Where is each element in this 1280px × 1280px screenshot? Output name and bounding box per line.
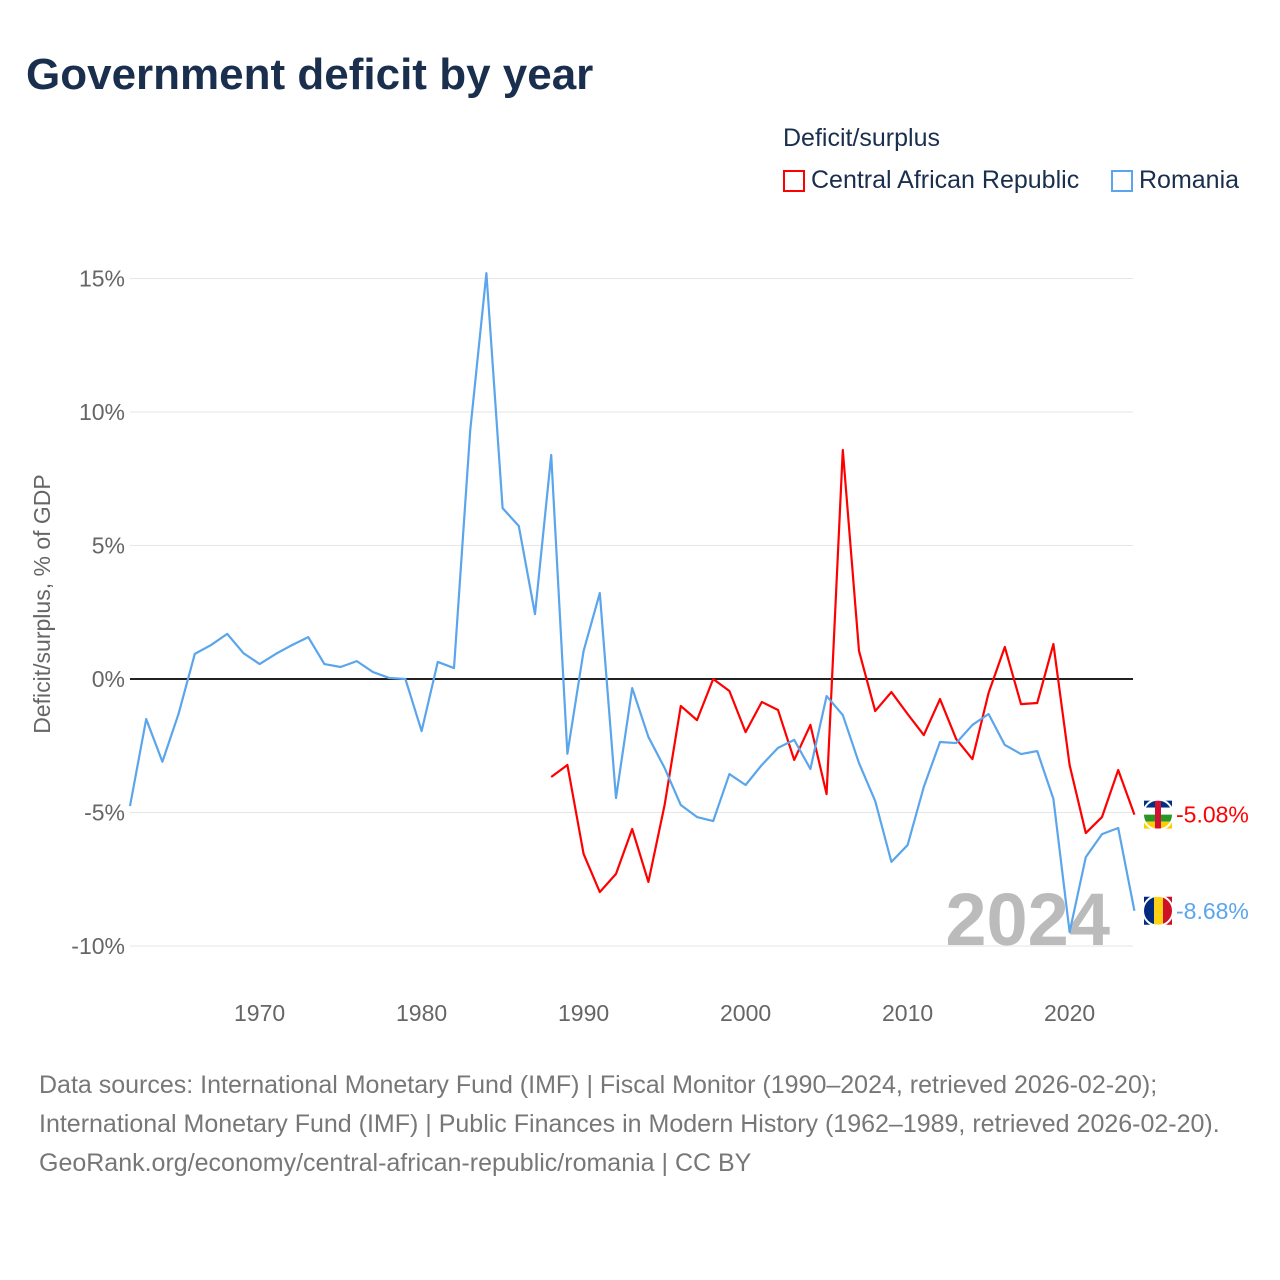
x-tick-label: 2020 — [1044, 1000, 1095, 1026]
series-line-car — [550, 448, 1136, 894]
flag-border — [1142, 894, 1174, 927]
y-tick-label: 0% — [92, 666, 125, 692]
x-tick-label: 2010 — [882, 1000, 933, 1026]
page-title: Government deficit by year — [26, 50, 594, 99]
x-tick-label: 1970 — [234, 1000, 285, 1026]
line-chart: 2024 15% 10% 5% 0% -5% -10% 1970 1980 1990 2000 201… — [29, 266, 1249, 1027]
x-tick-label: 1990 — [558, 1000, 609, 1026]
y-tick-label: 5% — [92, 533, 125, 559]
flag-border — [1142, 798, 1174, 831]
legend-label: Romania — [1139, 166, 1240, 194]
end-value-label: -5.08% — [1176, 802, 1249, 828]
legend-swatch — [783, 169, 805, 192]
y-tick-label: 15% — [79, 266, 125, 292]
legend-item-car[interactable]: Central African Republic — [783, 166, 1079, 195]
flag-icon — [1163, 896, 1172, 925]
y-axis-label: Deficit/surplus, % of GDP — [29, 474, 55, 733]
legend-item-romania[interactable]: Romania — [1111, 166, 1239, 195]
sources: Data sources: International Monetary Fun… — [39, 1066, 1239, 1183]
y-tick-label: -5% — [84, 800, 125, 826]
y-tick-label: -10% — [71, 933, 125, 959]
source-link[interactable]: GeoRank.org/economy/central-african-repu… — [39, 1149, 752, 1177]
series-line-romania — [128, 272, 1136, 934]
legend-swatch — [1111, 169, 1133, 192]
end-value-label: -8.68% — [1176, 898, 1249, 924]
flag-icon — [1144, 896, 1154, 925]
y-tick-label: 10% — [79, 399, 125, 425]
flag-icon — [1154, 896, 1163, 925]
year-watermark: 2024 — [945, 878, 1110, 961]
x-tick-label: 2000 — [720, 1000, 771, 1026]
x-tick-label: 1980 — [396, 1000, 447, 1026]
legend-title: Deficit/surplus — [783, 124, 940, 152]
legend-label: Central African Republic — [811, 166, 1080, 194]
sources-text: Data sources: International Monetary Fun… — [39, 1071, 1220, 1138]
flag-icon — [1155, 800, 1161, 829]
